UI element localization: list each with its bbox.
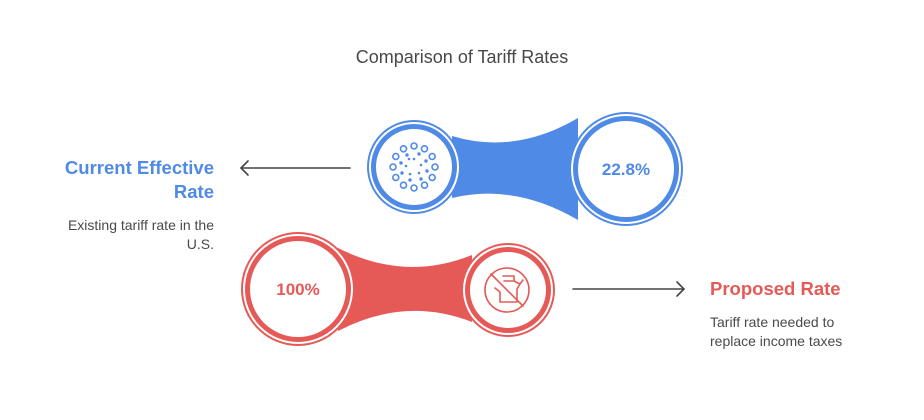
- current-icon-circle: [367, 120, 461, 214]
- current-rate-description: Existing tariff rate in the U.S.: [68, 216, 214, 254]
- radial-dots-icon: [389, 142, 439, 192]
- proposed-value-circle: [241, 232, 355, 346]
- proposed-value: 100%: [276, 280, 319, 299]
- current-rate-label: Current Effective Rate: [65, 156, 214, 204]
- proposed-rate-description: Tariff rate needed to replace income tax…: [710, 313, 842, 351]
- current-value: 22.8%: [602, 160, 650, 179]
- radial-dots-inner: [399, 152, 429, 182]
- blue-connector: [452, 118, 578, 220]
- current-rate-label-line2: Rate: [173, 181, 214, 202]
- red-connector: [338, 248, 472, 331]
- current-value-circle: [569, 112, 683, 226]
- proposed-rate-desc-line2: replace income taxes: [710, 333, 843, 349]
- current-rate-label-line1: Current Effective: [64, 157, 214, 178]
- current-rate-desc-line2: U.S.: [186, 236, 214, 252]
- current-rate-desc-line1: Existing tariff rate in the: [67, 217, 214, 233]
- no-income-tax-icon: [484, 267, 530, 313]
- proposed-rate-desc-line1: Tariff rate needed to: [710, 314, 835, 330]
- arrow-right-icon: [572, 281, 686, 297]
- diagram-title: Comparison of Tariff Rates: [355, 47, 569, 67]
- arrow-left-icon: [239, 160, 351, 176]
- proposed-rate-label: Proposed Rate: [710, 278, 841, 299]
